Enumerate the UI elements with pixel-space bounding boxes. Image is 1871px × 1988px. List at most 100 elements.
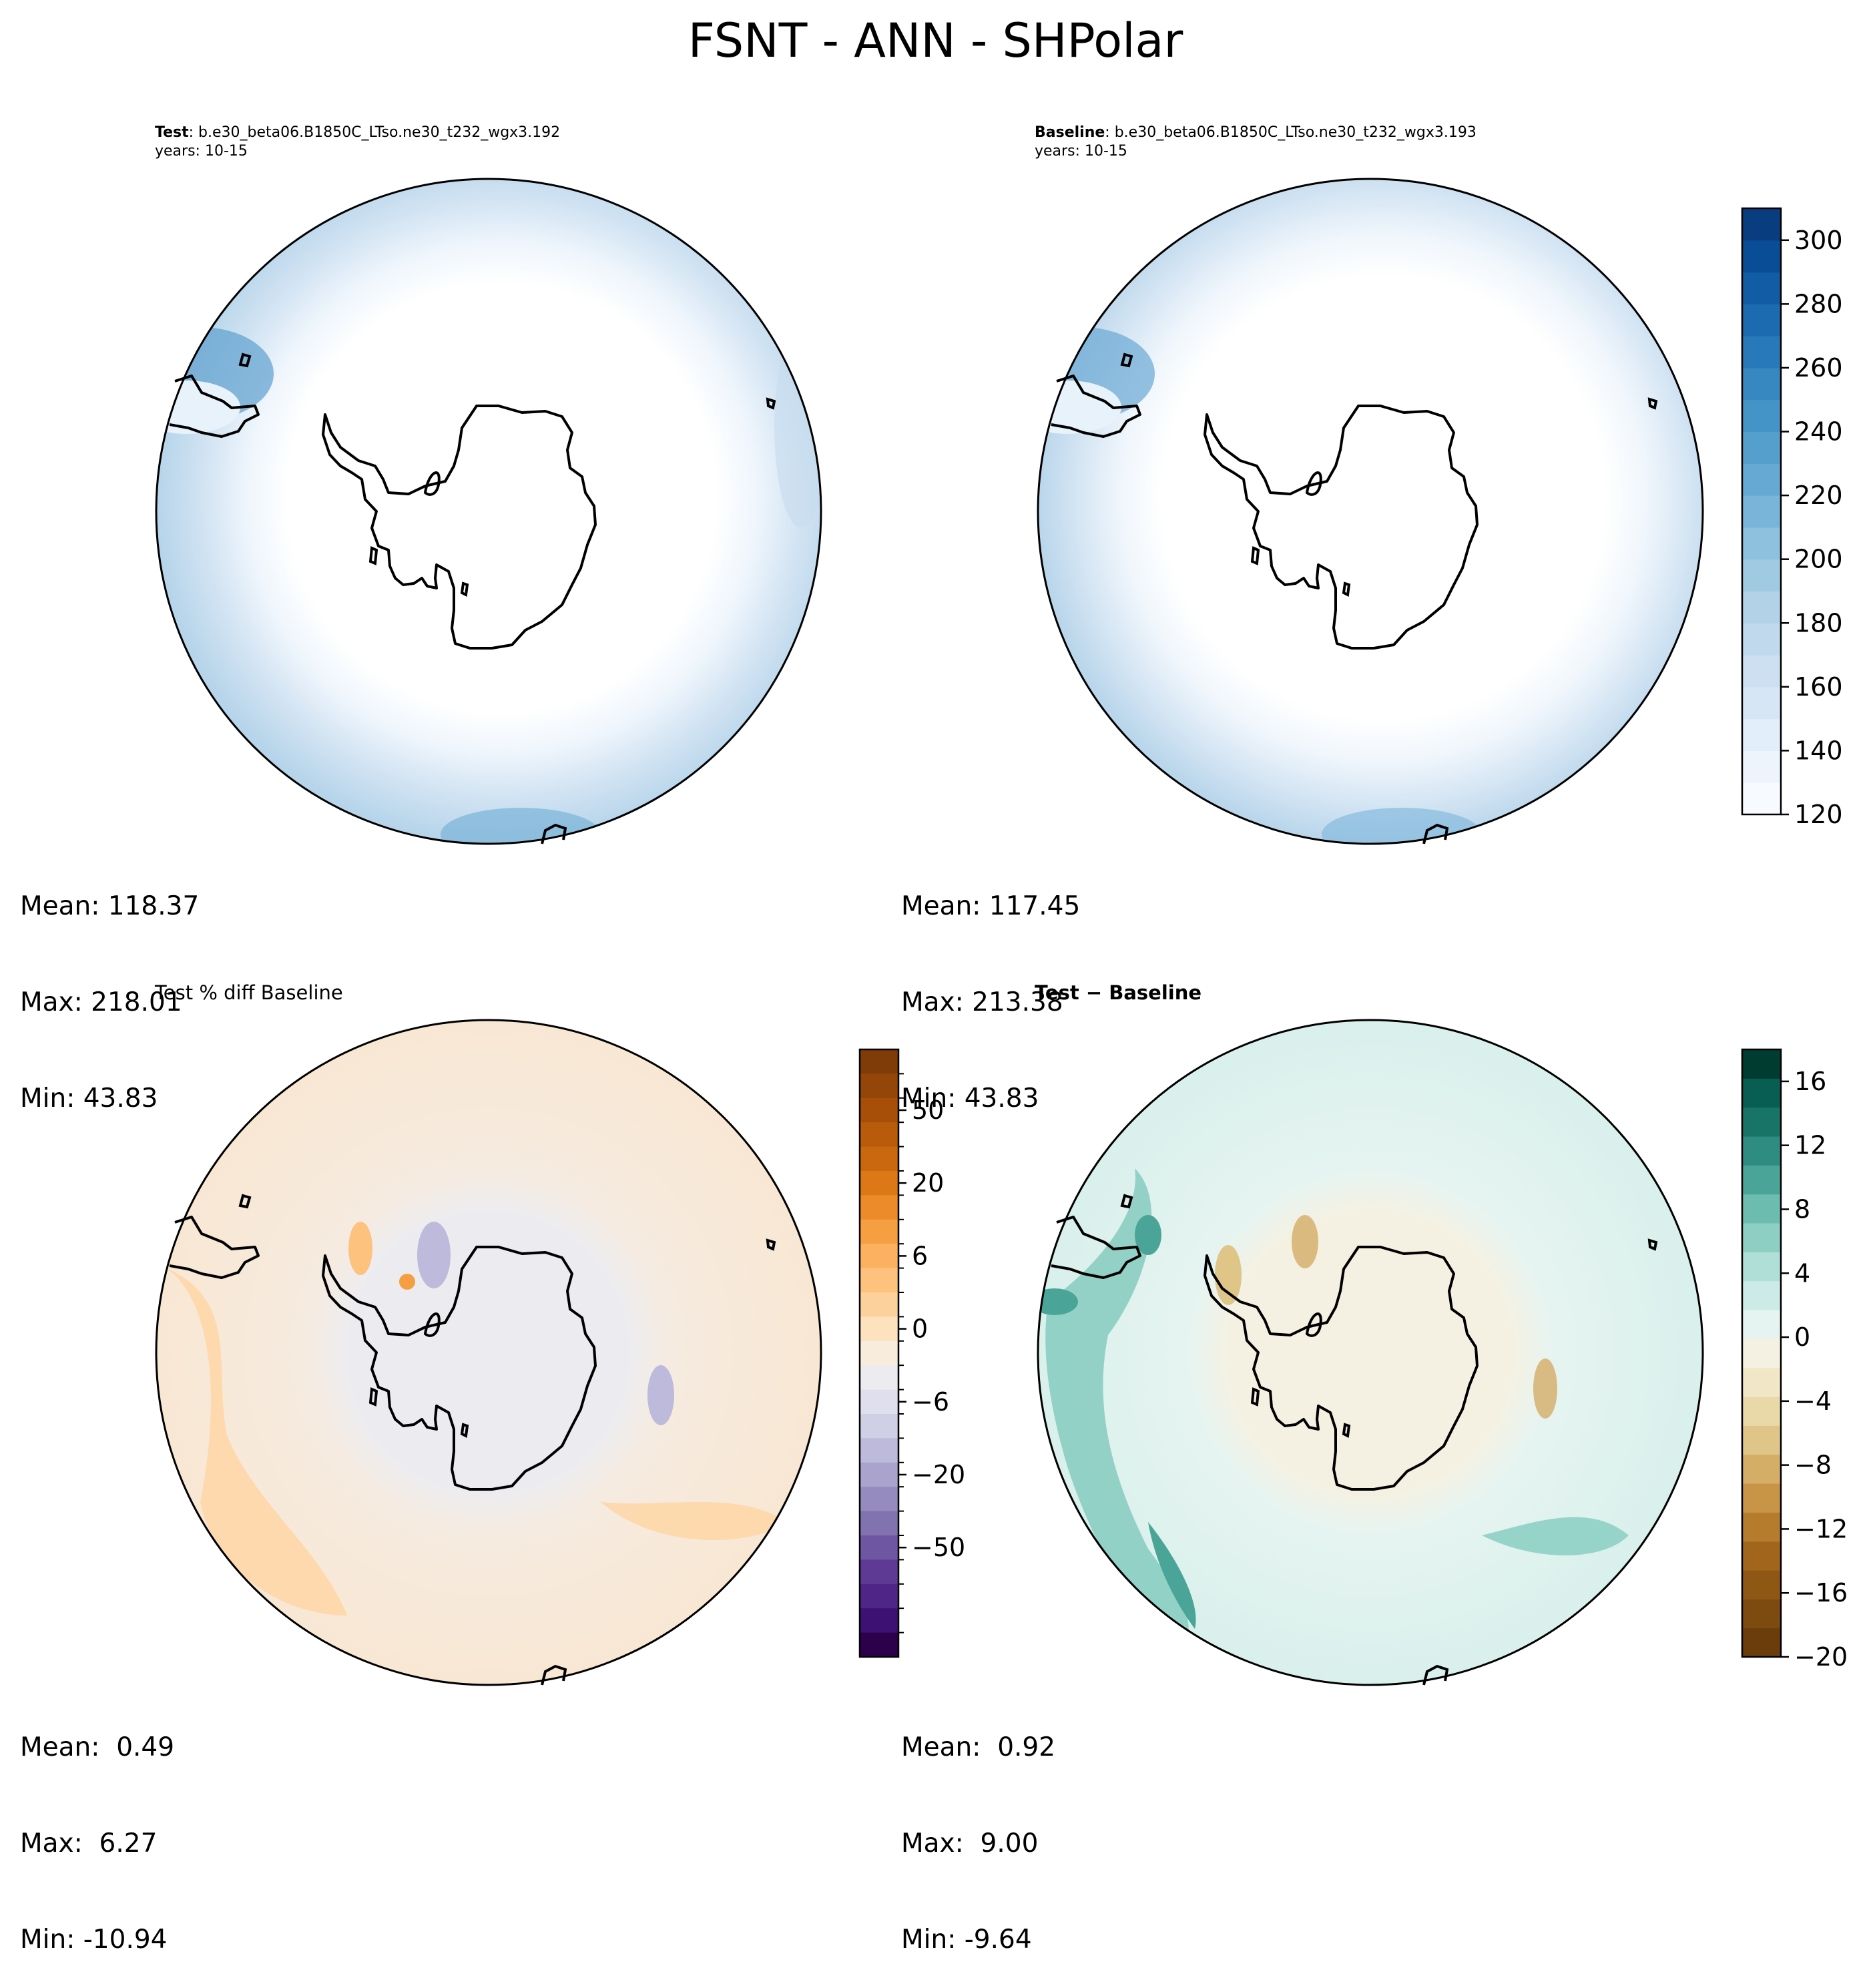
diff-colorbar-tick-label: 4: [1794, 1258, 1810, 1288]
baseline-map: [1037, 178, 1704, 845]
diff-colorbar-swatch: [1742, 1136, 1781, 1166]
pctdiff-colorbar-swatch: [860, 1146, 898, 1172]
pctdiff-colorbar-swatch: [860, 1632, 898, 1658]
pctdiff-colorbar-swatch: [860, 1608, 898, 1634]
test-label-rest: : b.e30_beta06.B1850C_LTso.ne30_t232_wgx…: [188, 124, 561, 141]
baseline-colorbar-swatch: [1742, 495, 1781, 528]
baseline-colorbar-swatch: [1742, 431, 1781, 464]
baseline-colorbar-tick-label: 280: [1794, 289, 1843, 318]
baseline-colorbar-swatch: [1742, 782, 1781, 815]
test-min: Min: 43.83: [20, 1083, 158, 1113]
baseline-label-bold: Baseline: [1035, 124, 1105, 141]
diff-colorbar-swatch: [1742, 1194, 1781, 1224]
baseline-colorbar-swatch: [1742, 559, 1781, 592]
diff-colorbar-swatch: [1742, 1280, 1781, 1310]
pctdiff-colorbar-swatch: [860, 1414, 898, 1439]
baseline-colorbar-swatch: [1742, 750, 1781, 783]
baseline-colorbar-swatch: [1742, 463, 1781, 496]
pctdiff-colorbar-swatch: [860, 1268, 898, 1293]
test-stats: Mean: 118.37 Max: 218.01 Min: 43.83: [20, 826, 199, 1147]
diff-colorbar-swatch: [1742, 1078, 1781, 1108]
baseline-colorbar-swatch: [1742, 240, 1781, 273]
baseline-mean: Mean: 117.45: [901, 891, 1081, 921]
diff-colorbar-swatch: [1742, 1338, 1781, 1369]
diff-mean: Mean: 0.92: [901, 1732, 1056, 1762]
diff-colorbar-tick-label: 8: [1794, 1194, 1810, 1224]
pctdiff-colorbar-swatch: [860, 1487, 898, 1512]
diff-colorbar-swatch: [1742, 1512, 1781, 1542]
pctdiff-map: [155, 1019, 822, 1686]
diff-title: Test − Baseline: [1035, 981, 1202, 1004]
diff-colorbar-swatch: [1742, 1049, 1781, 1079]
pctdiff-colorbar-swatch: [860, 1340, 898, 1366]
diff-colorbar-swatch: [1742, 1397, 1781, 1426]
test-years: years: 10-15: [155, 143, 248, 160]
pctdiff-colorbar-tick-label: 0: [912, 1314, 928, 1344]
diff-colorbar-tick-label: 0: [1794, 1322, 1810, 1352]
diff-map: [1037, 1019, 1704, 1686]
diff-colorbar-tick-label: 12: [1794, 1131, 1826, 1160]
colorbar-pctdiff: 50 20 6 0 −6 −20 −50: [858, 1048, 965, 1658]
test-label-bold: Test: [155, 124, 189, 141]
baseline-colorbar-swatch: [1742, 336, 1781, 368]
baseline-max: Max: 213.38: [901, 987, 1063, 1017]
baseline-colorbar-tick-label: 300: [1794, 226, 1843, 255]
diff-colorbar-swatch: [1742, 1165, 1781, 1195]
diff-colorbar-swatch: [1742, 1541, 1781, 1571]
diff-max: Max: 9.00: [901, 1828, 1039, 1858]
pctdiff-colorbar-swatch: [860, 1292, 898, 1317]
test-subtitle: Test: b.e30_beta06.B1850C_LTso.ne30_t232…: [155, 123, 560, 161]
pctdiff-colorbar-swatch: [860, 1171, 898, 1196]
pctdiff-max: Max: 6.27: [20, 1828, 158, 1858]
baseline-colorbar-swatch: [1742, 623, 1781, 656]
baseline-colorbar-frame: [1741, 207, 1782, 816]
pctdiff-colorbar-swatch: [860, 1535, 898, 1560]
diff-colorbar-tick-label: −4: [1794, 1387, 1832, 1416]
baseline-colorbar-swatch: [1742, 304, 1781, 336]
baseline-colorbar-tick-label: 200: [1794, 545, 1843, 574]
diff-colorbar-tick-label: −16: [1794, 1578, 1848, 1607]
pctdiff-colorbar-swatch: [860, 1049, 898, 1074]
baseline-colorbar-swatch: [1742, 591, 1781, 624]
diff-colorbar-swatch: [1742, 1454, 1781, 1484]
pctdiff-colorbar-swatch: [860, 1583, 898, 1609]
diff-colorbar-swatch: [1742, 1107, 1781, 1137]
pctdiff-colorbar-swatch: [860, 1365, 898, 1391]
pctdiff-colorbar-tick-label: −50: [912, 1533, 965, 1562]
diff-colorbar-swatch: [1742, 1570, 1781, 1599]
baseline-label-rest: : b.e30_beta06.B1850C_LTso.ne30_t232_wgx…: [1105, 124, 1477, 141]
baseline-colorbar-tick-label: 120: [1794, 800, 1843, 829]
baseline-colorbar-swatch: [1742, 272, 1781, 304]
pctdiff-colorbar-tick-label: −20: [912, 1460, 965, 1489]
pctdiff-colorbar-swatch: [860, 1195, 898, 1220]
pctdiff-colorbar-swatch: [860, 1389, 898, 1415]
pctdiff-title: Test % diff Baseline: [155, 981, 343, 1004]
baseline-colorbar-tick-label: 140: [1794, 736, 1843, 765]
pctdiff-colorbar-swatch: [860, 1511, 898, 1536]
diff-colorbar-swatch: [1742, 1252, 1781, 1282]
pctdiff-colorbar-swatch: [860, 1438, 898, 1463]
pctdiff-stats: Mean: 0.49 Max: 6.27 Min: -10.94: [20, 1668, 174, 1988]
baseline-colorbar-swatch: [1742, 527, 1781, 560]
baseline-colorbar-tick-label: 240: [1794, 417, 1843, 447]
diff-colorbar-swatch: [1742, 1483, 1781, 1513]
diff-colorbar-frame: [1741, 1048, 1782, 1658]
baseline-subtitle: Baseline: b.e30_beta06.B1850C_LTso.ne30_…: [1035, 123, 1477, 161]
baseline-colorbar-swatch: [1742, 367, 1781, 401]
pctdiff-min: Min: -10.94: [20, 1925, 168, 1955]
baseline-min: Min: 43.83: [901, 1083, 1039, 1113]
diff-colorbar-swatch: [1742, 1425, 1781, 1455]
pctdiff-colorbar-swatch: [860, 1244, 898, 1269]
pctdiff-colorbar-swatch: [860, 1073, 898, 1099]
diff-colorbar-swatch: [1742, 1310, 1781, 1339]
pctdiff-colorbar-tick-label: 50: [912, 1095, 944, 1125]
diff-colorbar-tick-label: 16: [1794, 1067, 1826, 1096]
pctdiff-colorbar-tick-label: 20: [912, 1168, 944, 1198]
baseline-years: years: 10-15: [1035, 143, 1127, 160]
baseline-colorbar-swatch: [1742, 655, 1781, 688]
pctdiff-colorbar-tick-label: 6: [912, 1241, 928, 1270]
diff-stats: Mean: 0.92 Max: 9.00 Min: -9.64: [901, 1668, 1055, 1988]
pctdiff-colorbar-swatch: [860, 1097, 898, 1123]
pctdiff-colorbar-swatch: [860, 1316, 898, 1342]
test-mean: Mean: 118.37: [20, 891, 200, 921]
